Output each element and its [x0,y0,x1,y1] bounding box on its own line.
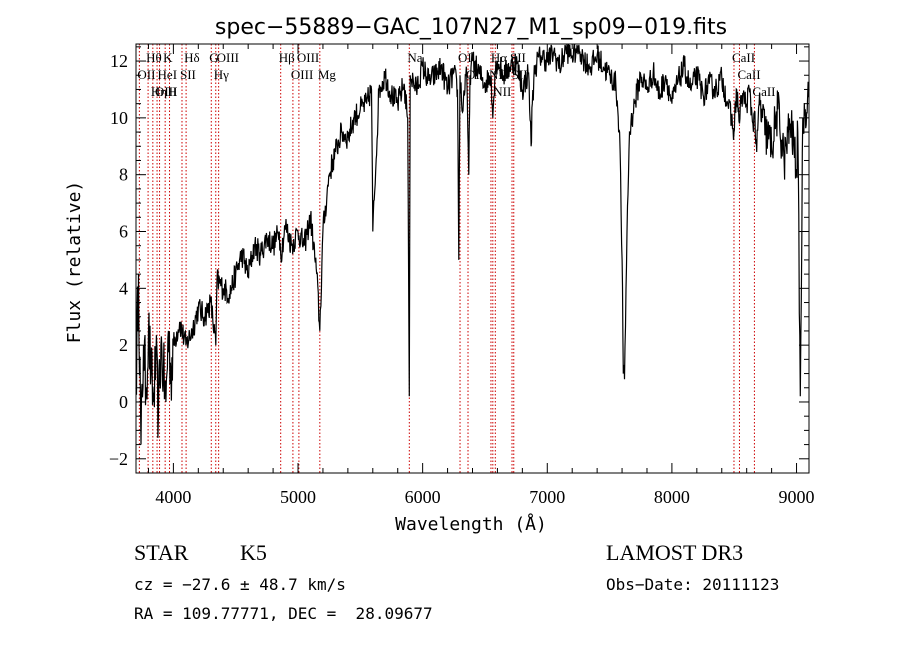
spectrum-series-line [135,43,810,445]
line-label-6: H [168,84,177,99]
line-label-2: OIII [155,84,177,99]
x-tick-label: 7000 [529,487,565,507]
y-tick-label: 2 [119,335,128,355]
y-tick-label: −2 [109,449,128,469]
y-tick-label: 0 [119,392,128,412]
line-label-22: SII [510,50,526,65]
line-label-21: NII [493,84,511,99]
plot-frame [135,43,810,474]
y-axis-label: Flux (relative) [64,181,85,344]
line-label-24: CaII [732,50,755,65]
line-label-10: Hγ [214,67,229,82]
line-label-17: OI [458,50,472,65]
line-label-12: OIII [297,50,319,65]
line-label-1: OII [137,67,155,82]
line-label-5: Hη [151,84,167,99]
redshift-text: cz = −27.6 ± 48.7 km/s [134,575,346,594]
y-tick-label: 12 [110,51,128,71]
line-label-14: Hβ [279,50,295,65]
line-label-4: HeI [158,67,178,82]
line-label-13: OIII [291,67,313,82]
line-label-7: Hδ [184,50,200,65]
line-label-11: G [209,50,218,65]
x-tick-label: 9000 [779,487,815,507]
x-tick-label: 5000 [280,487,316,507]
coordinates-text: RA = 109.77771, DEC = 28.09677 [134,604,433,623]
y-tick-label: 4 [119,278,128,298]
line-label-3: K [163,50,173,65]
x-tick-label: 6000 [405,487,441,507]
x-axis-ticks: 4000 5000 6000 7000 8000 9000 [147,44,815,507]
line-label-26: CaII [752,84,775,99]
x-axis-label: Wavelength (Å) [395,513,547,535]
y-axis-ticks: −2 0 2 4 6 8 10 12 [109,46,809,469]
y-tick-label: 8 [119,165,128,185]
line-label-15: Mg [318,67,337,82]
spectrum-chart: spec−55889−GAC_107N27_M1_sp09−019.fits H… [64,15,815,535]
line-label-0: Hθ [146,50,162,65]
x-tick-label: 4000 [155,487,191,507]
y-tick-label: 10 [110,108,128,128]
line-label-9: OIII [217,50,239,65]
obs-date-text: Obs−Date: 20111123 [606,575,780,594]
object-class: STAR [134,540,189,565]
line-label-19: Hα [491,50,507,65]
line-label-16: Na [407,50,422,65]
x-tick-label: 8000 [654,487,690,507]
line-label-8: SII [180,67,196,82]
survey-name: LAMOST DR3 [606,540,744,565]
line-markers [138,44,755,473]
line-label-25: CaII [737,67,760,82]
y-tick-label: 6 [119,222,128,242]
chart-title: spec−55889−GAC_107N27_M1_sp09−019.fits [215,15,727,40]
object-subclass: K5 [240,540,267,565]
